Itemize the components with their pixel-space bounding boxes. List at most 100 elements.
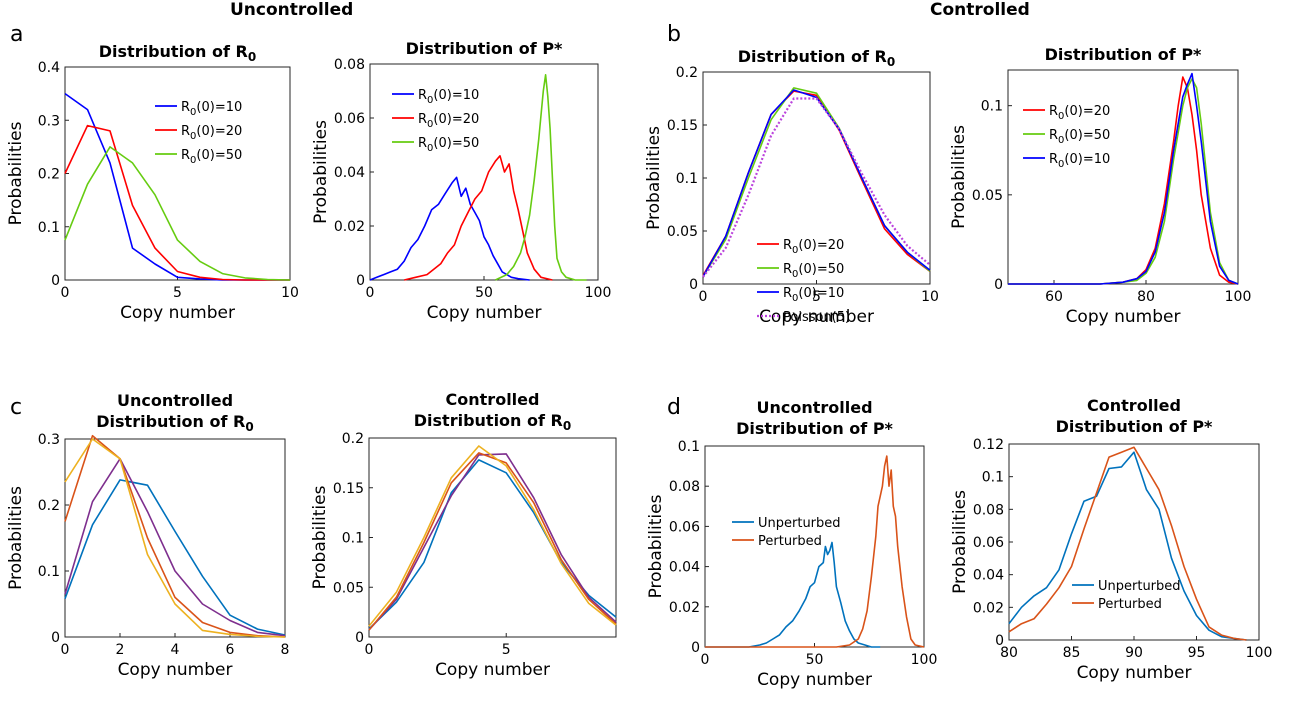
axes-frame (64, 66, 291, 281)
x-tick-label: 100 (911, 652, 938, 668)
y-axis-label: Probabilities (950, 490, 970, 594)
series-line-3 (64, 146, 291, 281)
series-line-3 (368, 452, 617, 631)
chart-title-line1: Controlled (1087, 396, 1181, 415)
legend-label: Poisson(5) (783, 310, 850, 325)
chart-title: Distribution of P* (736, 419, 893, 438)
axes-frame (369, 63, 599, 281)
legend-label: R0(0)=10 (418, 88, 479, 106)
series-line-1 (64, 92, 290, 281)
series-line-3 (1008, 72, 1239, 285)
y-tick-label: 0.05 (972, 188, 1003, 204)
y-axis-label: Probabilities (644, 126, 664, 230)
x-tick-label: 60 (1045, 289, 1063, 305)
x-tick-label: 10 (281, 285, 299, 301)
x-tick-label: 95 (1188, 645, 1206, 661)
y-tick-label: 0.06 (973, 535, 1004, 551)
y-tick-label: 0 (691, 640, 700, 656)
x-axis-label: Copy number (1066, 307, 1181, 327)
chart-d-uncontrolled-p: Uncontrolled Distribution of P* 0 50 100 0 0.0… (646, 398, 938, 690)
legend-label: R0(0)=50 (418, 136, 479, 154)
series-line-1 (1008, 451, 1247, 641)
y-axis-label: Probabilities (311, 120, 331, 224)
y-tick-label: 0 (995, 633, 1004, 649)
series-line-4 (64, 438, 286, 638)
series-line-3 (64, 434, 286, 638)
chart-c-controlled-r0: Controlled Distribution of R0 0 5 0 0.05 0.1 0.… (310, 390, 617, 680)
x-axis-label: Copy number (120, 303, 235, 323)
x-tick-label: 80 (1000, 645, 1018, 661)
x-tick-label: 100 (1246, 645, 1273, 661)
x-tick-label: 5 (812, 289, 821, 305)
chart-title-line1: Uncontrolled (117, 391, 233, 410)
y-tick-label: 0.2 (342, 431, 364, 447)
y-tick-label: 0.1 (676, 171, 698, 187)
y-tick-label: 0.2 (38, 498, 60, 514)
x-axis-label: Copy number (118, 660, 233, 680)
x-tick-label: 100 (585, 285, 612, 301)
header-controlled: Controlled (930, 0, 1030, 20)
panel-label-d: d (667, 395, 681, 420)
legend-label: R0(0)=10 (181, 100, 242, 118)
x-tick-label: 90 (1125, 645, 1143, 661)
axes-frame (64, 438, 286, 638)
chart-c-uncontrolled-r0: Uncontrolled Distribution of R0 0 2 4 6 8 0 0.1 0… (6, 391, 290, 680)
x-tick-label: 100 (1225, 289, 1252, 305)
x-tick-label: 8 (281, 642, 290, 658)
y-tick-label: 0.02 (334, 219, 365, 235)
y-axis-label: Probabilities (6, 486, 26, 590)
legend-label: Unperturbed (758, 516, 841, 531)
legend-label: R0(0)=10 (1049, 152, 1110, 170)
series-line-2 (64, 458, 286, 637)
y-tick-label: 0.05 (667, 224, 698, 240)
legend-label: R0(0)=10 (783, 286, 844, 304)
y-axis-label: Probabilities (949, 125, 969, 229)
y-tick-label: 0.06 (334, 111, 365, 127)
x-tick-label: 0 (365, 642, 374, 658)
chart-a-distribution-r0: Distribution of R0 0 5 10 0 0.1 0.2 0.3 0.4 Copy … (6, 42, 299, 323)
y-axis-label: Probabilities (310, 485, 330, 589)
header-uncontrolled: Uncontrolled (230, 0, 354, 20)
legend-label: R0(0)=20 (783, 238, 844, 256)
y-tick-label: 0.2 (38, 167, 60, 183)
x-axis-label: Copy number (1077, 663, 1192, 683)
x-tick-label: 6 (226, 642, 235, 658)
y-tick-label: 0.02 (973, 600, 1004, 616)
chart-b-distribution-p: Distribution of P* 60 80 100 0 0.05 0.1 Copy nu… (949, 45, 1252, 327)
y-tick-label: 0.4 (38, 60, 60, 76)
y-tick-label: 0.1 (678, 439, 700, 455)
legend-label: R0(0)=50 (1049, 128, 1110, 146)
series-line-1 (368, 459, 617, 630)
axes-frame (368, 437, 617, 638)
legend-label: Perturbed (758, 534, 822, 549)
y-tick-label: 0.05 (333, 580, 364, 596)
chart-title: Distribution of P* (406, 39, 563, 58)
y-tick-label: 0.1 (981, 99, 1003, 115)
y-tick-label: 0 (51, 630, 60, 646)
series-line-2 (1008, 78, 1239, 285)
chart-title: Distribution of P* (1056, 417, 1213, 436)
series-line-2 (1008, 446, 1247, 641)
chart-title-line1: Uncontrolled (756, 398, 872, 417)
chart-a-distribution-p: Distribution of P* 0 50 100 0 0.02 0.04 0.06 0.0… (311, 39, 612, 323)
panel-label-c: c (10, 395, 23, 420)
x-axis-label: Copy number (435, 660, 550, 680)
chart-title-line1: Controlled (446, 390, 540, 409)
y-tick-label: 0.08 (669, 479, 700, 495)
y-tick-label: 0.08 (334, 57, 365, 73)
chart-b-distribution-r0: Distribution of R0 0 5 10 0 0.05 0.1 0.15 0.2 Cop… (644, 47, 939, 327)
y-tick-label: 0.04 (973, 568, 1004, 584)
chart-title: Distribution of R0 (99, 42, 256, 64)
chart-title: Distribution of R0 (738, 47, 895, 69)
y-tick-label: 0 (51, 273, 60, 289)
x-tick-label: 10 (921, 289, 939, 305)
x-tick-label: 0 (61, 285, 70, 301)
y-tick-label: 0.1 (982, 470, 1004, 486)
chart-d-controlled-p: Controlled Distribution of P* 80 85 90 95 100 0… (950, 396, 1273, 683)
y-tick-label: 0 (689, 277, 698, 293)
x-axis-label: Copy number (427, 303, 542, 323)
x-axis-label: Copy number (759, 307, 874, 327)
series-line-1 (1008, 76, 1239, 285)
y-tick-label: 0 (355, 630, 364, 646)
y-tick-label: 0.06 (669, 519, 700, 535)
